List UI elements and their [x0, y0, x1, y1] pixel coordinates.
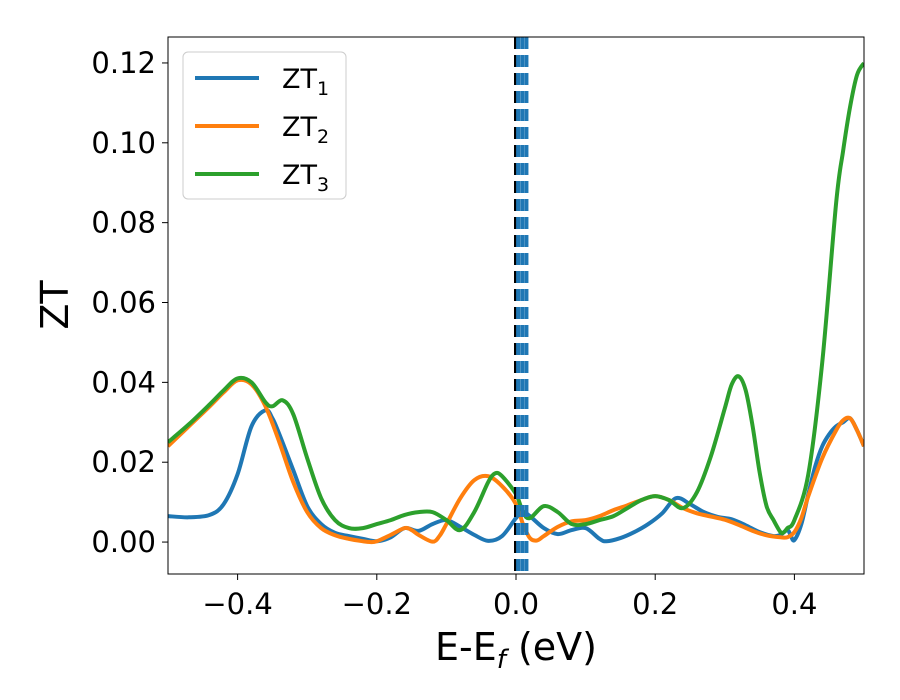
- y-tick-label: 0.12: [91, 46, 156, 80]
- x-tick-label: 0.2: [632, 587, 678, 621]
- y-tick-label: 0.04: [91, 365, 156, 399]
- x-tick-label: −0.2: [342, 587, 412, 621]
- y-tick-label: 0.08: [91, 206, 156, 240]
- x-tick-label: 0.0: [493, 587, 539, 621]
- legend-label-3: ZT3: [282, 160, 329, 196]
- x-axis-label-unit: (eV): [506, 625, 597, 669]
- series-layer: [168, 61, 864, 545]
- series-line-1: [168, 408, 864, 544]
- x-tick-label: 0.4: [771, 587, 817, 621]
- legend-label-1: ZT1: [282, 64, 329, 100]
- y-tick-label: 0.00: [91, 525, 156, 559]
- y-tick-label: 0.02: [91, 445, 156, 479]
- legend-label-2: ZT2: [282, 112, 329, 148]
- x-axis-label-main: E-E: [435, 625, 497, 669]
- series-line-2: [168, 377, 864, 545]
- y-tick-label: 0.10: [91, 126, 156, 160]
- legend-box: [182, 51, 347, 200]
- legend: ZT1 ZT2 ZT3: [182, 51, 347, 200]
- x-axis-label: E-Ef (eV): [435, 625, 597, 675]
- x-tick-label: −0.4: [202, 587, 272, 621]
- x-axis-ticks: −0.4 −0.2 0.0 0.2 0.4: [202, 574, 817, 621]
- y-tick-label: 0.06: [91, 286, 156, 320]
- series-line-3: [168, 61, 864, 536]
- y-axis-ticks: 0.00 0.02 0.04 0.06 0.08 0.10 0.12: [91, 46, 168, 559]
- y-axis-label: ZT: [33, 280, 77, 330]
